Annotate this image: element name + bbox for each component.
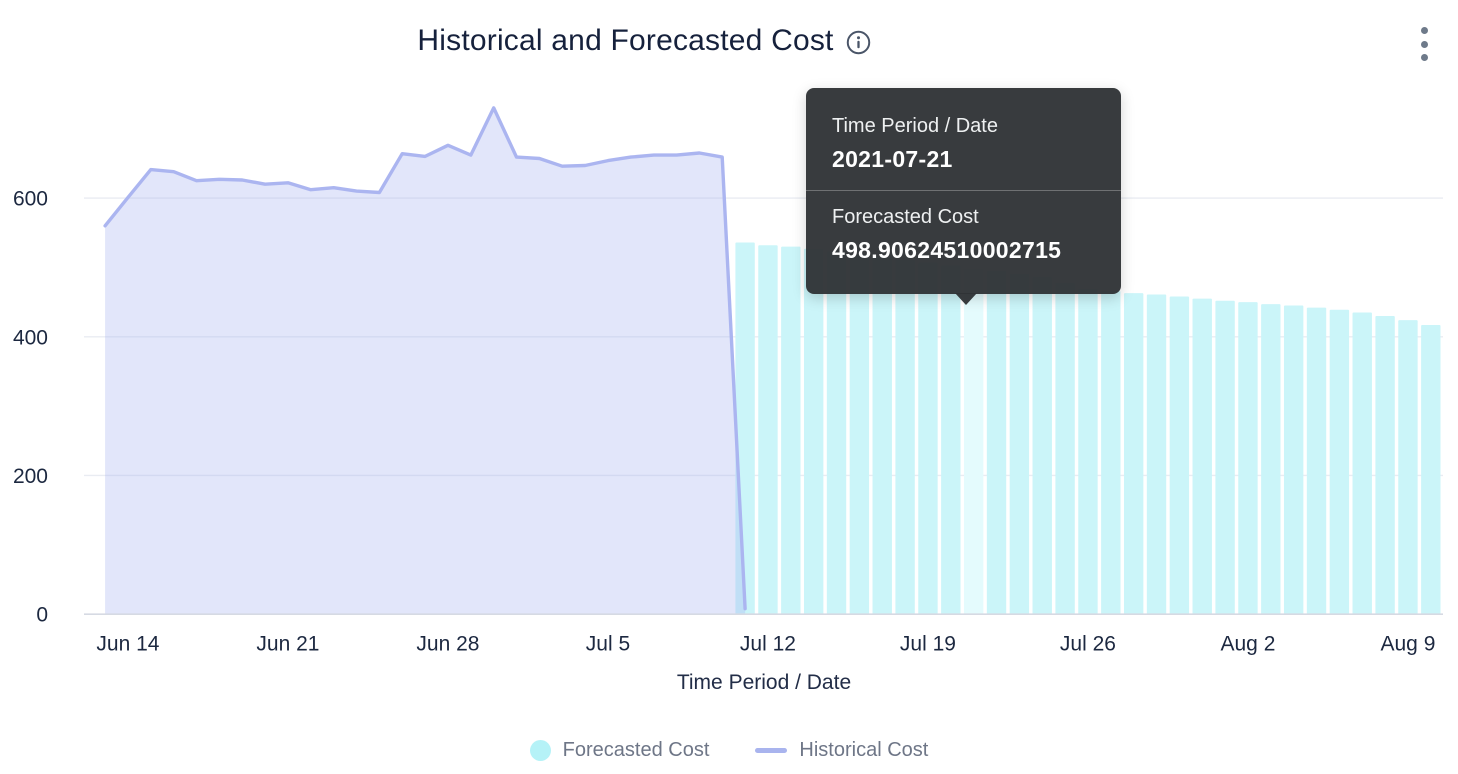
forecast-bar[interactable] — [1238, 302, 1258, 615]
y-tick-label: 600 — [13, 188, 48, 211]
historical-cost-swatch-icon — [755, 748, 788, 753]
x-tick-label: Aug 2 — [1221, 633, 1276, 656]
forecast-bar[interactable] — [1215, 300, 1235, 615]
forecast-bar[interactable] — [895, 259, 915, 615]
tooltip-caret — [955, 293, 977, 305]
forecast-bar[interactable] — [1283, 305, 1304, 615]
forecasted-cost-swatch-icon — [529, 740, 551, 761]
forecast-bar[interactable] — [918, 262, 938, 615]
x-tick-label: Jul 19 — [900, 633, 956, 656]
chart-header: Historical and Forecasted Cost — [0, 24, 1288, 58]
chart-tooltip: Time Period / Date 2021-07-21 Forecasted… — [806, 88, 1121, 305]
tooltip-header-section: Time Period / Date 2021-07-21 — [832, 115, 1095, 173]
forecast-bar[interactable] — [1123, 293, 1144, 615]
forecast-bar[interactable] — [1352, 312, 1372, 615]
forecast-bar[interactable] — [1055, 282, 1075, 615]
y-tick-label: 200 — [13, 465, 48, 488]
kebab-dot — [1420, 27, 1428, 34]
forecast-bar[interactable] — [986, 270, 1007, 615]
forecast-bar[interactable] — [1375, 315, 1395, 615]
forecast-bar[interactable] — [1192, 298, 1212, 615]
legend-item-historical-cost[interactable]: Historical Cost — [755, 739, 928, 762]
y-tick-label: 0 — [36, 604, 48, 627]
y-tick-label: 400 — [13, 326, 48, 349]
historical-area[interactable] — [105, 107, 746, 615]
x-tick-label: Jun 14 — [96, 633, 159, 656]
forecast-bar[interactable] — [849, 254, 870, 615]
forecast-bar[interactable] — [1146, 294, 1167, 615]
forecast-bar[interactable] — [1032, 277, 1052, 615]
tooltip-x-label: Time Period / Date — [832, 115, 998, 137]
kebab-dot — [1420, 54, 1428, 61]
page-title: Historical and Forecasted Cost — [417, 24, 834, 57]
forecast-bar[interactable] — [1078, 288, 1098, 615]
forecast-bar[interactable] — [1329, 309, 1350, 615]
forecast-bar[interactable] — [1421, 324, 1441, 615]
forecast-bar[interactable] — [1261, 304, 1281, 615]
x-axis-title: Time Period / Date — [676, 671, 852, 694]
forecast-bar[interactable] — [803, 248, 824, 615]
x-tick-label: Jul 12 — [740, 633, 796, 656]
chart-legend: Forecasted Cost Historical Cost — [0, 739, 1458, 762]
forecast-bar[interactable] — [758, 245, 778, 615]
kebab-menu-icon[interactable] — [1416, 27, 1432, 61]
tooltip-series-value: 498.90624510002715 — [832, 237, 1062, 263]
x-tick-label: Aug 9 — [1381, 633, 1436, 656]
info-icon[interactable] — [846, 30, 871, 55]
legend-label: Historical Cost — [799, 739, 929, 761]
forecast-bar[interactable] — [872, 257, 892, 615]
forecast-bar[interactable] — [941, 265, 961, 615]
forecast-bar[interactable] — [1009, 273, 1030, 615]
x-tick-label: Jun 21 — [256, 633, 319, 656]
tooltip-series-section: Forecasted Cost 498.90624510002715 — [806, 190, 1121, 264]
forecast-bar[interactable] — [826, 251, 847, 615]
tooltip-series-label: Forecasted Cost — [832, 206, 979, 228]
forecast-bar[interactable] — [1306, 307, 1327, 615]
legend-label: Forecasted Cost — [562, 739, 710, 761]
x-tick-label: Jul 5 — [586, 633, 630, 656]
tooltip-x-value: 2021-07-21 — [832, 146, 953, 172]
forecast-bar[interactable] — [1101, 290, 1121, 615]
forecast-bar[interactable] — [1398, 320, 1418, 615]
x-tick-label: Jul 26 — [1060, 633, 1116, 656]
x-tick-label: Jun 28 — [416, 633, 479, 656]
kebab-dot — [1420, 40, 1428, 48]
historical-line[interactable] — [103, 106, 747, 611]
forecast-bar-highlighted[interactable] — [963, 268, 984, 615]
forecast-bar[interactable] — [781, 246, 801, 615]
legend-item-forecasted-cost[interactable]: Forecasted Cost — [529, 739, 710, 762]
forecast-bar[interactable] — [1169, 296, 1190, 615]
